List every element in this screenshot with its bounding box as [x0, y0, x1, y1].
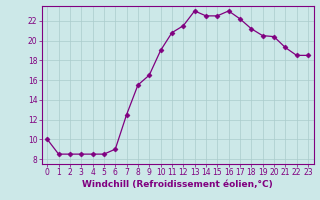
X-axis label: Windchill (Refroidissement éolien,°C): Windchill (Refroidissement éolien,°C)	[82, 180, 273, 189]
